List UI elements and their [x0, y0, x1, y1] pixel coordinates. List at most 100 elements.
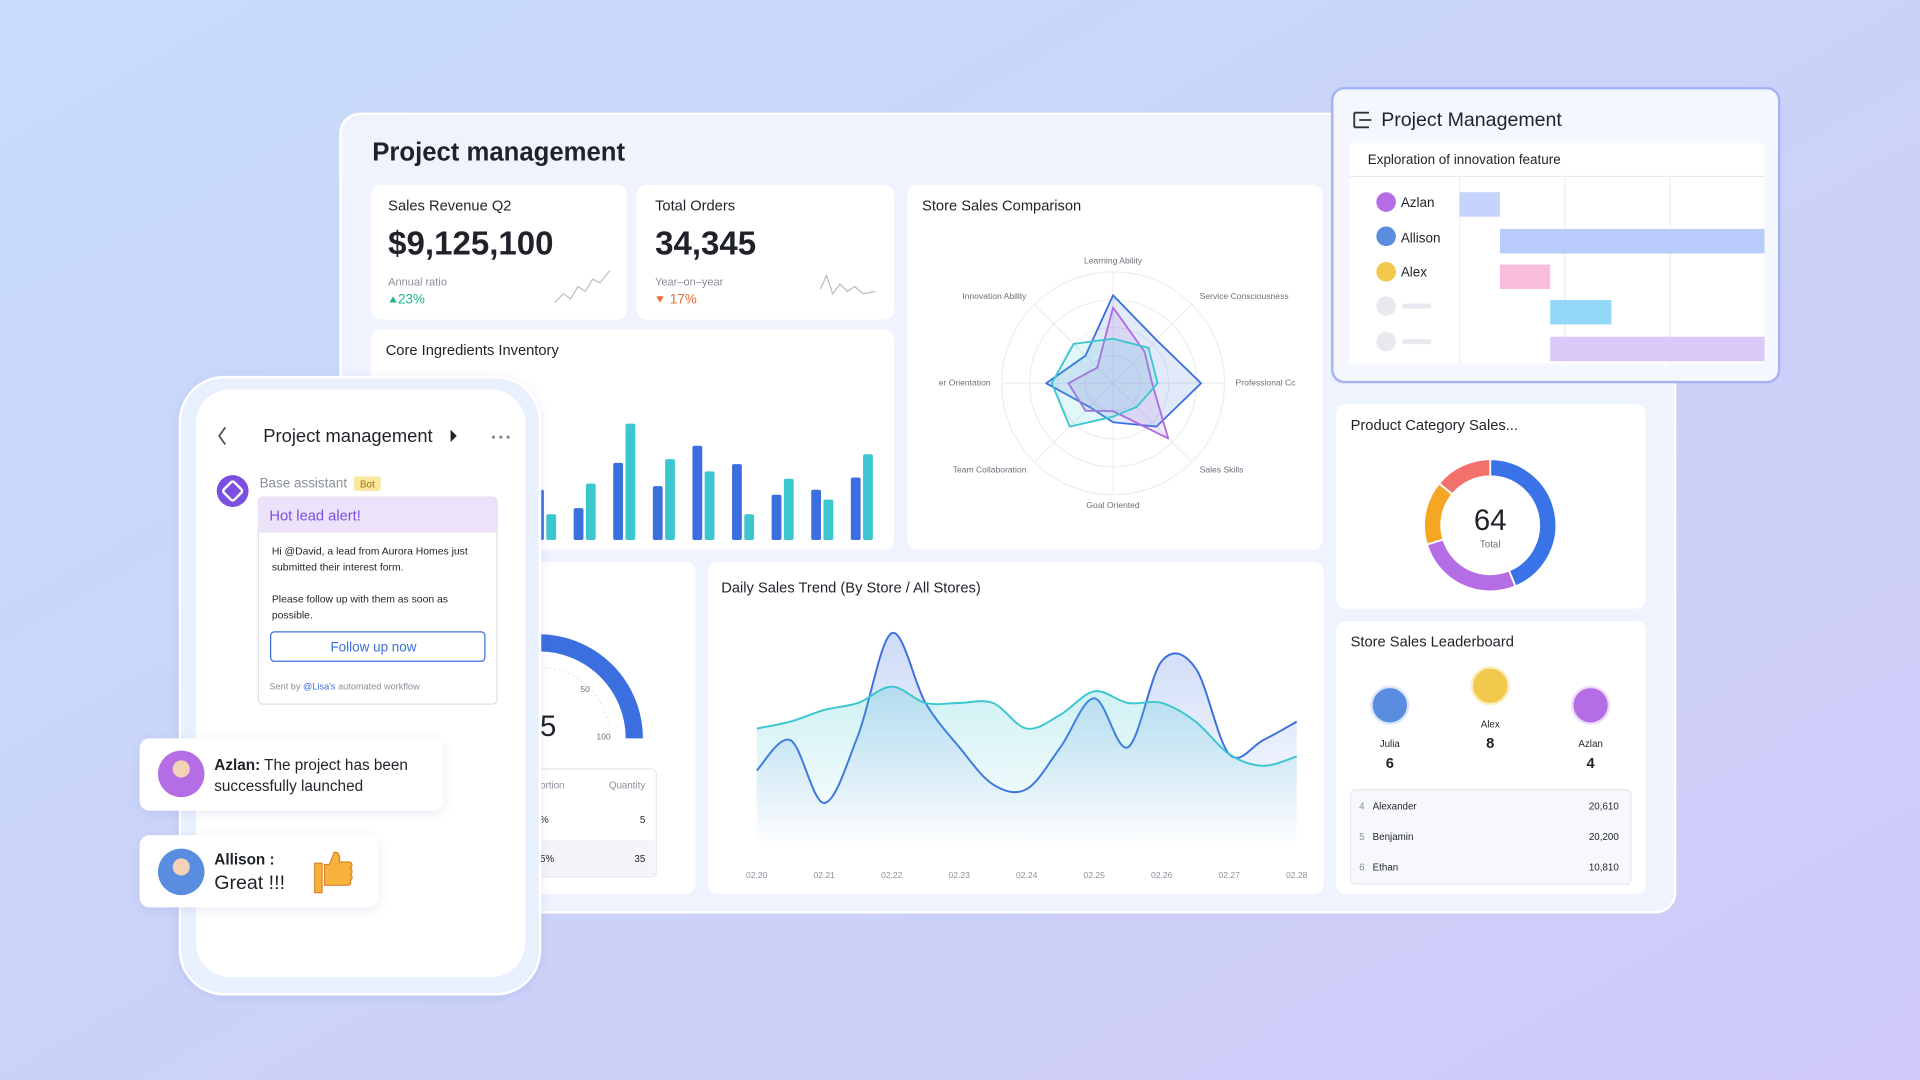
message-line: Hi @David, a lead from Aurora Homes just — [272, 547, 468, 558]
follow-up-button[interactable] — [270, 631, 486, 662]
chat-text: successfully launched — [214, 778, 363, 795]
footer-link[interactable]: @Lisa's — [303, 681, 336, 691]
bar — [771, 494, 782, 540]
down-icon — [656, 296, 664, 303]
kpi-ratio: 23% — [398, 292, 425, 307]
chat-name: Azlan: — [214, 757, 260, 774]
bar — [692, 445, 703, 540]
card-title: Product Category Sales... — [1351, 418, 1518, 434]
avatar — [1370, 685, 1410, 725]
card — [907, 184, 1323, 550]
charts: Core Ingredients Inventory Store Sales Co… — [386, 199, 1558, 880]
gantt-title: Project Management — [1381, 109, 1562, 131]
back-button[interactable] — [218, 426, 227, 446]
radar-area — [1045, 294, 1203, 428]
kpi-label: Sales Revenue Q2 — [388, 199, 511, 215]
x-tick-label: 02.25 — [1084, 870, 1106, 880]
message-line: Please follow up with them as soon as — [272, 594, 448, 605]
x-tick-label: 02.20 — [746, 870, 768, 880]
podium-name: Azlan — [1578, 739, 1602, 750]
donut-total-label: Total — [1480, 539, 1501, 550]
rank-value: 20,200 — [1589, 832, 1619, 843]
gauge-tick: 50 — [580, 684, 590, 694]
bar — [732, 464, 742, 540]
bar — [546, 514, 557, 540]
bot-icon — [222, 480, 244, 502]
title-arrow[interactable] — [450, 429, 457, 443]
rank: 6 — [1359, 863, 1365, 874]
avatar-face — [172, 760, 190, 778]
rank-rows: 4 Alexander 20,610 5 Benjamin 20,200 6 E… — [1359, 801, 1619, 873]
card — [1335, 404, 1646, 609]
message-line: possible. — [272, 610, 313, 621]
bar — [704, 471, 715, 540]
bar — [823, 499, 834, 540]
kpi-value: 34,345 — [655, 226, 756, 263]
table-header: ortion — [540, 781, 564, 792]
gauge-tick: 100 — [596, 732, 611, 742]
donut-total: 64 — [1474, 504, 1507, 537]
button-label[interactable]: Follow up now — [330, 639, 416, 654]
table-cell: 35 — [634, 854, 645, 865]
bot-avatar — [216, 475, 249, 507]
avatar-placeholder — [1376, 331, 1396, 352]
x-tick-label: 02.23 — [949, 870, 971, 880]
card — [371, 184, 627, 320]
kpi-ratio-label: Annual ratio — [388, 276, 447, 288]
avatar — [1376, 226, 1396, 247]
gantt-card: Project Management Exploration of innova… — [1331, 86, 1781, 384]
rank-name: Benjamin — [1373, 832, 1414, 843]
gantt-icon — [1353, 111, 1372, 129]
table-cell: 5 — [640, 815, 646, 826]
chat-name: Allison : — [214, 851, 274, 868]
rank: 5 — [1359, 832, 1365, 843]
bar — [850, 477, 861, 540]
up-icon — [389, 296, 397, 303]
gantt-bar — [1500, 264, 1551, 289]
bar — [783, 478, 794, 540]
radar-area — [1067, 306, 1170, 440]
table-row-bg — [527, 840, 656, 876]
radar-label: Team Collaboration — [953, 464, 1027, 474]
radar-label: Service Consciousness — [1200, 291, 1289, 301]
bar — [811, 489, 822, 540]
avatar — [1470, 666, 1510, 706]
radar-spoke — [1112, 382, 1193, 463]
line — [756, 685, 1298, 767]
rank-list — [1350, 789, 1632, 885]
rank: 4 — [1359, 801, 1365, 812]
badge-text: Bot — [360, 479, 375, 490]
podium-name: Julia — [1380, 739, 1401, 750]
x-tick-label: 02.28 — [1286, 870, 1308, 880]
rank-name: Ethan — [1373, 863, 1399, 874]
bar — [585, 483, 596, 540]
footer-text: Sent by — [269, 681, 303, 691]
radar-area — [1050, 337, 1159, 428]
badge — [353, 476, 381, 492]
message-header — [258, 497, 498, 533]
podium-score: 6 — [1386, 756, 1394, 772]
table-cell: % — [540, 815, 549, 826]
line-area — [756, 686, 1297, 845]
bar — [652, 486, 663, 540]
table-cell: 5% — [540, 854, 554, 865]
message-line: submitted their interest form. — [272, 563, 404, 574]
placeholder — [1402, 339, 1432, 345]
message-footer: Sent by @Lisa's automated workflow — [269, 681, 420, 691]
sparkline — [819, 273, 876, 296]
x-tick-label: 02.24 — [1016, 870, 1038, 880]
sparkline — [554, 270, 611, 303]
footer-text: automated workflow — [336, 681, 420, 691]
gauge-value: 5 — [540, 710, 556, 743]
x-tick-label: 02.22 — [881, 870, 903, 880]
chat-bubble — [139, 738, 444, 811]
table-header: Quantity — [609, 781, 646, 792]
radar-label: Professional Cc — [1236, 378, 1297, 388]
x-tick-label: 02.21 — [814, 870, 836, 880]
icon-part — [491, 435, 496, 439]
more-button[interactable] — [491, 435, 510, 439]
donut-segment — [1437, 458, 1492, 496]
card-title: Store Sales Comparison — [922, 199, 1081, 215]
chat-text: Great !!! — [214, 872, 285, 894]
